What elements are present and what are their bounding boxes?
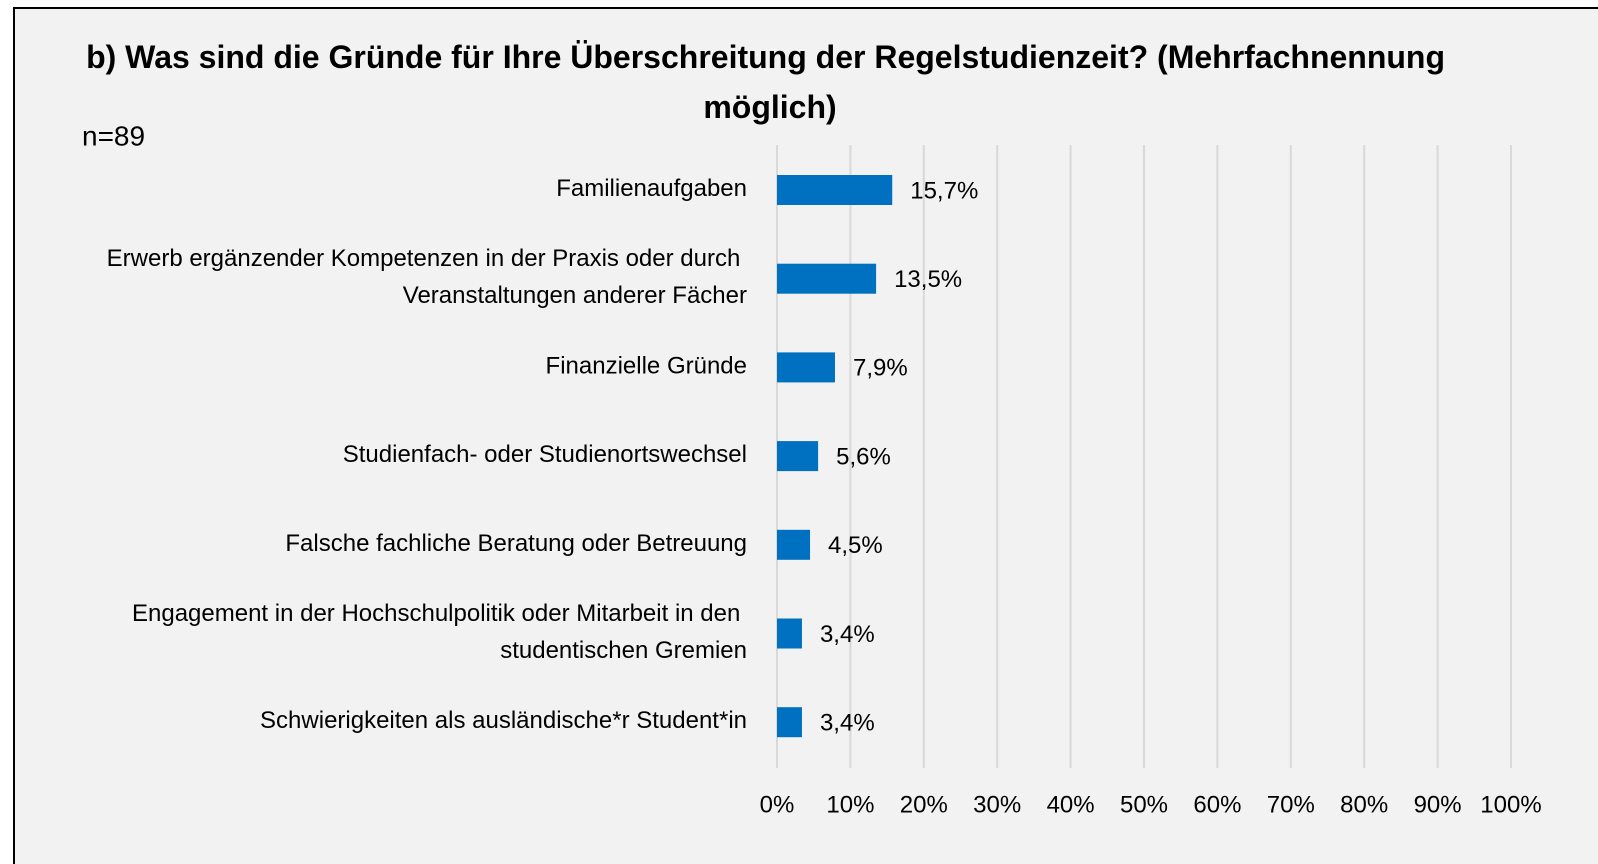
chart-frame [13, 7, 1598, 864]
x-tick-label: 0% [760, 791, 795, 818]
sample-size: n=89 [82, 120, 145, 151]
bar [777, 529, 811, 560]
x-tick-label: 70% [1267, 791, 1315, 818]
value-label: 3,4% [820, 621, 875, 648]
category-label: Erwerb ergänzender Kompetenzen in der Pr… [107, 246, 747, 310]
x-tick-label: 100% [1480, 791, 1541, 818]
value-label: 4,5% [828, 532, 883, 559]
value-label: 7,9% [853, 355, 908, 382]
bar [777, 175, 893, 205]
x-tick-label: 80% [1340, 791, 1388, 818]
chart-title: b) Was sind die Gründe für Ihre Überschr… [86, 39, 1454, 125]
value-label: 5,6% [836, 443, 891, 470]
x-tick-label: 50% [1120, 791, 1168, 818]
x-tick-label: 10% [826, 791, 874, 818]
value-label: 3,4% [820, 710, 875, 737]
x-tick-label: 60% [1193, 791, 1241, 818]
category-label: Studienfach- oder Studienortswechsel [343, 441, 747, 468]
bar [777, 707, 802, 738]
value-label: 15,7% [910, 177, 978, 204]
value-label: 13,5% [894, 266, 962, 293]
category-label: Schwierigkeiten als ausländische*r Stude… [260, 708, 747, 735]
x-tick-label: 30% [973, 791, 1021, 818]
bar [777, 352, 835, 383]
x-tick-label: 90% [1414, 791, 1462, 818]
x-tick-label: 40% [1047, 791, 1095, 818]
bar [777, 441, 819, 472]
category-label: Falsche fachliche Beratung oder Betreuun… [285, 530, 747, 557]
x-tick-label: 20% [900, 791, 948, 818]
bar [777, 618, 802, 649]
bar [777, 263, 877, 294]
category-label: Familienaufgaben [556, 175, 747, 202]
category-label: Finanzielle Gründe [546, 353, 747, 380]
category-label: Engagement in der Hochschulpolitik oder … [132, 600, 747, 664]
